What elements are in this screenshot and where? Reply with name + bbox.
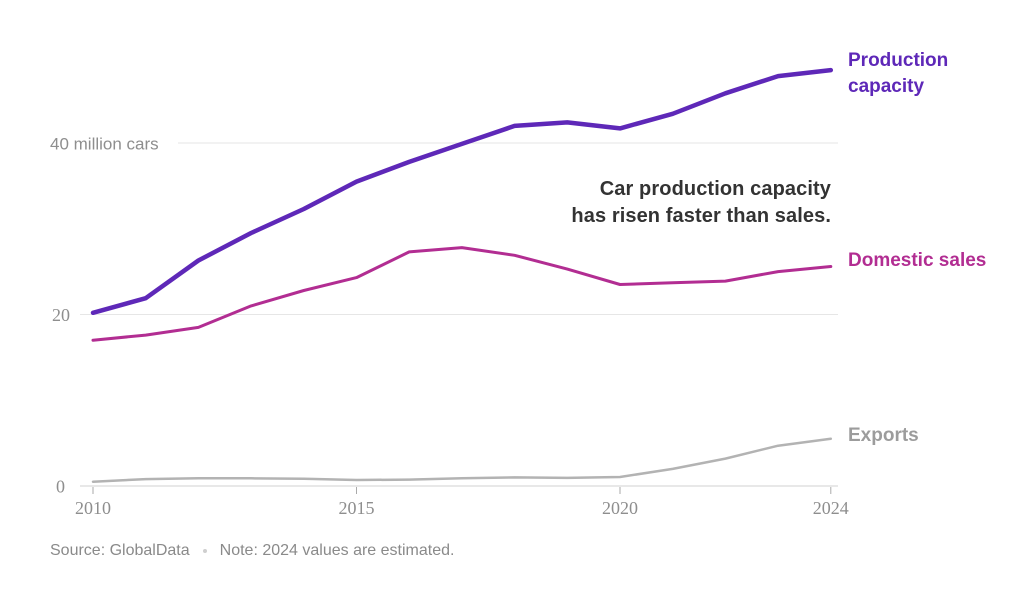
source-text: Source: GlobalData xyxy=(50,542,190,559)
annotation-line-1: Car production capacity xyxy=(599,178,831,200)
annotation-line-2: has risen faster than sales. xyxy=(571,205,831,227)
source-note: Source: GlobalData Note: 2024 values are… xyxy=(50,542,454,560)
y-tick-label: 0 xyxy=(56,477,65,497)
note-text: Note: 2024 values are estimated. xyxy=(219,542,455,559)
separator-dot-icon xyxy=(202,549,207,553)
x-tick-label: 2010 xyxy=(75,498,111,518)
y-tick-label: 20 xyxy=(52,305,70,325)
series-label-production-capacity: Production capacity xyxy=(848,50,949,97)
series-line-production-capacity xyxy=(90,67,834,316)
x-tick-label: 2020 xyxy=(602,498,638,518)
series-label-domestic-sales: Domestic sales xyxy=(848,250,987,271)
x-tick-label: 2024 xyxy=(813,498,849,518)
y-tick-label: 40 million cars xyxy=(50,135,159,154)
series-label-exports: Exports xyxy=(848,425,919,446)
series-line-exports xyxy=(91,437,833,483)
x-tick-label: 2015 xyxy=(339,498,375,518)
series-line-domestic-sales xyxy=(91,246,833,342)
chart-annotation: Car production capacity has risen faster… xyxy=(491,176,831,230)
